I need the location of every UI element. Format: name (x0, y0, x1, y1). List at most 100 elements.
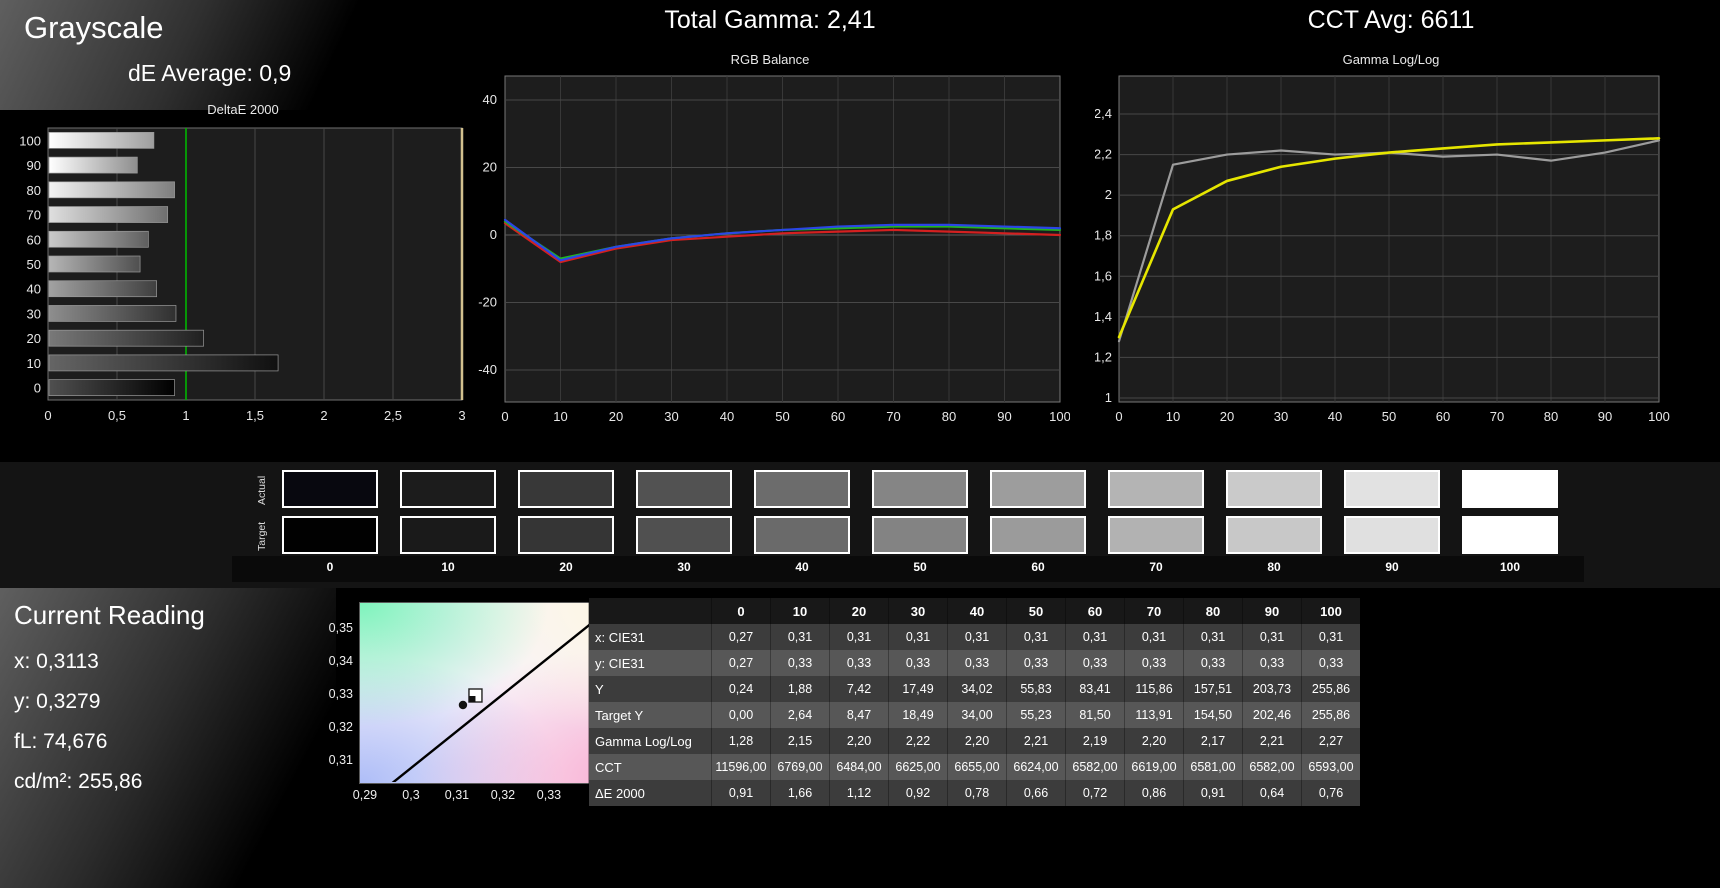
gamma-log-chart: 2,4 2,2 2 1,8 1,6 1,4 1,2 1 0 10 20 30 40 50 60 70 80 90 1… (1094, 68, 1687, 436)
svg-text:0: 0 (501, 409, 508, 424)
cie-y-tick: 0,33 (328, 687, 353, 702)
svg-text:2: 2 (320, 408, 327, 423)
table-cell: 6625,00 (888, 754, 948, 780)
svg-text:0,5: 0,5 (108, 408, 126, 423)
svg-text:40: 40 (27, 282, 41, 297)
svg-text:-40: -40 (478, 362, 497, 377)
actual-swatch-row (282, 470, 1558, 508)
table-cell: 81,50 (1065, 702, 1125, 728)
table-cell: 0,31 (1242, 624, 1302, 650)
deltae-bar-10 (48, 354, 279, 372)
cie-x-tick: 0,31 (444, 788, 470, 802)
table-col-header-80: 80 (1183, 598, 1243, 624)
cie-y-tick: 0,35 (328, 621, 353, 636)
swatch-number-row: 0 10 20 30 40 50 60 70 80 90 100 (282, 560, 1558, 574)
cie-x-tick: 0,33 (536, 788, 562, 802)
svg-text:1,8: 1,8 (1095, 228, 1112, 243)
table-cell: 0,33 (1065, 650, 1125, 676)
svg-text:90: 90 (997, 409, 1011, 424)
table-cell: 0,64 (1242, 780, 1302, 806)
table-cell: 0,72 (1065, 780, 1125, 806)
target-swatch-30 (636, 516, 732, 554)
table-row: Gamma Log/Log 1,28 2,15 2,20 2,22 2,20 2,21 2,1… (588, 728, 1360, 754)
svg-text:100: 100 (1049, 409, 1070, 424)
cie-x-tick: 0,3 (402, 788, 420, 802)
actual-swatch-20 (518, 470, 614, 508)
table-cell: 0,31 (947, 624, 1007, 650)
table-cell: 0,33 (770, 650, 830, 676)
swatch-level-label: 70 (1149, 560, 1163, 574)
svg-text:90: 90 (27, 158, 41, 173)
deltae-bar-20 (48, 329, 204, 347)
reading-fl-value: fL: 74,676 (14, 730, 108, 753)
table-cell: 2,17 (1183, 728, 1243, 754)
table-cell: 0,33 (1242, 650, 1302, 676)
table-cell: 0,24 (711, 676, 771, 702)
de-average-label: dE Average: 0,9 (128, 60, 292, 86)
table-cell: 203,73 (1242, 676, 1302, 702)
table-cell: 2,27 (1301, 728, 1360, 754)
table-cell: 0,31 (1065, 624, 1125, 650)
table-cell: 0,33 (947, 650, 1007, 676)
table-corner-cell (588, 598, 712, 624)
svg-text:3: 3 (458, 408, 465, 423)
target-swatch-row (282, 516, 1558, 554)
swatch-level-label: 40 (795, 560, 809, 574)
swatch-level-label: 30 (677, 560, 691, 574)
table-col-header-50: 50 (1006, 598, 1066, 624)
rgb-series-red (503, 222, 1062, 264)
table-cell: 6624,00 (1006, 754, 1066, 780)
table-row-label: x: CIE31 (588, 624, 712, 650)
table-cell: 0,76 (1301, 780, 1360, 806)
table-cell: 255,86 (1301, 676, 1360, 702)
daylight-locus-line (391, 602, 619, 782)
target-swatch-80 (1226, 516, 1322, 554)
table-cell: 0,66 (1006, 780, 1066, 806)
table-cell: 0,33 (1006, 650, 1066, 676)
actual-swatch-70 (1108, 470, 1204, 508)
swatch-label-band (232, 556, 1584, 582)
target-swatch-70 (1108, 516, 1204, 554)
table-cell: 0,31 (1301, 624, 1360, 650)
svg-text:1: 1 (182, 408, 189, 423)
target-swatch-40 (754, 516, 850, 554)
table-cell: 17,49 (888, 676, 948, 702)
svg-text:40: 40 (720, 409, 734, 424)
table-col-header-20: 20 (829, 598, 889, 624)
deltae-bar-90 (48, 156, 138, 174)
current-reading-title: Current Reading (14, 600, 205, 630)
table-row-label: y: CIE31 (588, 650, 712, 676)
table-cell: 6581,00 (1183, 754, 1243, 780)
table-cell: 154,50 (1183, 702, 1243, 728)
table-row-label: Y (588, 676, 712, 702)
results-table: 0 10 20 30 40 50 60 70 80 90 100 x: CIE31 0,27 0,31 0,… (588, 598, 1360, 806)
deltae-bar-80 (48, 181, 175, 199)
table-col-header-70: 70 (1124, 598, 1184, 624)
reading-x-value: x: 0,3113 (14, 650, 99, 673)
table-cell: 55,83 (1006, 676, 1066, 702)
svg-text:10: 10 (553, 409, 567, 424)
swatch-level-label: 60 (1031, 560, 1045, 574)
table-cell: 0,27 (711, 650, 771, 676)
table-cell: 0,31 (1006, 624, 1066, 650)
svg-text:1,2: 1,2 (1095, 349, 1112, 364)
svg-text:0: 0 (44, 408, 51, 423)
svg-text:60: 60 (1436, 409, 1450, 424)
deltae-bar-chart: 100 90 80 70 60 50 40 30 20 10 0 0 0,5 1 1,5 2 2,5 3 (8, 118, 478, 430)
table-row: Target Y 0,00 2,64 8,47 18,49 34,00 55,23 81,50… (588, 702, 1360, 728)
svg-text:20: 20 (1220, 409, 1234, 424)
target-swatch-20 (518, 516, 614, 554)
table-cell: 0,92 (888, 780, 948, 806)
actual-swatch-10 (400, 470, 496, 508)
table-cell: 0,27 (711, 624, 771, 650)
svg-text:30: 30 (27, 306, 41, 321)
gamma-chart-svg: 2,4 2,2 2 1,8 1,6 1,4 1,2 10 10 20 30 40 50 60 70 80 90 1… (1094, 75, 1670, 424)
table-row-label: Gamma Log/Log (588, 728, 712, 754)
actual-swatch-50 (872, 470, 968, 508)
table-cell: 2,19 (1065, 728, 1125, 754)
table-cell: 0,33 (888, 650, 948, 676)
actual-swatch-90 (1344, 470, 1440, 508)
cie-x-tick: 0,32 (490, 788, 516, 802)
svg-text:80: 80 (942, 409, 956, 424)
